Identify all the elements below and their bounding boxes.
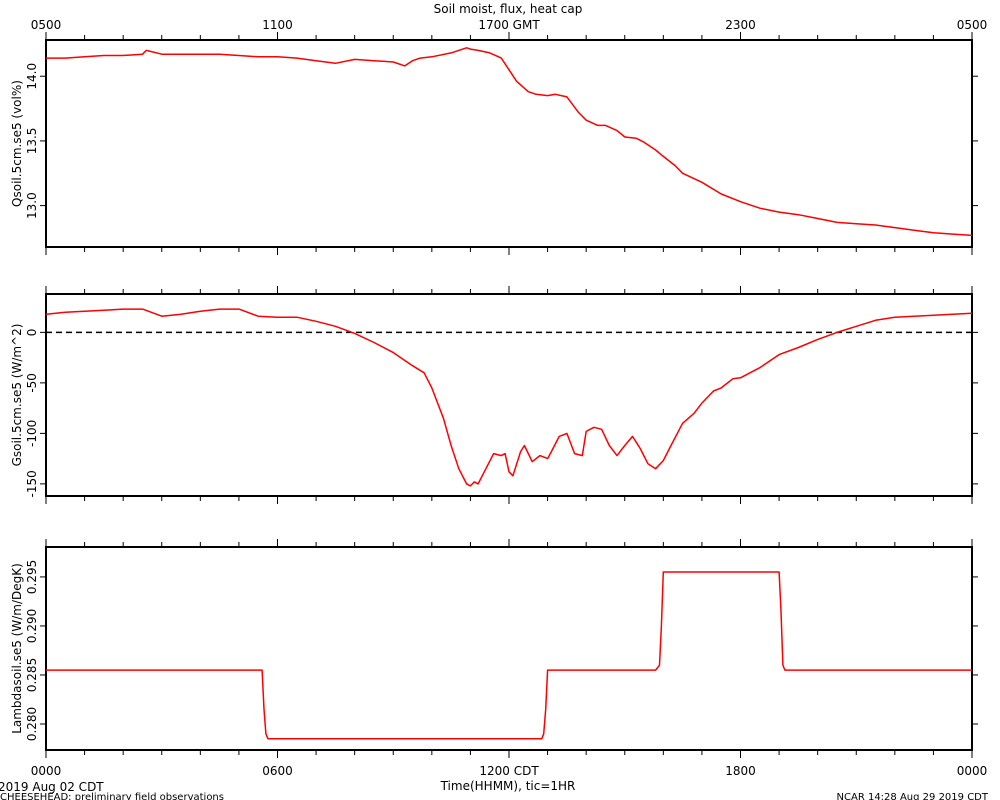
figure-title: Soil moist, flux, heat cap (434, 2, 583, 16)
top-tick-label: 0500 (31, 18, 62, 32)
plot-frame (45, 293, 973, 497)
y-tick-label: 13.5 (25, 128, 39, 155)
y-tick-label: 0.285 (25, 658, 39, 692)
bottom-tick-label: 0000 (31, 764, 62, 778)
top-tick-label: 1700 GMT (478, 18, 540, 32)
y-tick-label: -50 (25, 373, 39, 393)
top-time-axis: 0500 1100 1700 GMT 2300 0500 (31, 18, 988, 32)
bottom-tick-label: 0600 (262, 764, 293, 778)
top-tick-label: 2300 (725, 18, 756, 32)
x-axis-label: Time(HHMM), tic=1HR (440, 779, 576, 793)
y-axis-label: Lambdasoil.se5 (W/m/DegK) (10, 563, 24, 734)
bottom-tick-label: 1200 CDT (479, 764, 539, 778)
top-tick-label: 1100 (262, 18, 293, 32)
series-line (45, 308, 973, 487)
top-tick-label: 0500 (957, 18, 988, 32)
bottom-tick-label: 1800 (725, 764, 756, 778)
y-tick-label: -100 (25, 420, 39, 447)
footer-project: CHEESEHEAD: preliminary field observatio… (0, 792, 224, 800)
y-tick-label: 13.0 (25, 192, 39, 219)
y-tick-label: 0.290 (25, 609, 39, 643)
y-tick-label: 0 (25, 329, 39, 337)
series-line (46, 571, 972, 740)
plot-frame (45, 546, 973, 751)
series-line (46, 47, 973, 237)
bottom-time-axis: 0000 0600 1200 CDT 1800 0000 (31, 764, 988, 778)
footer-date: 2019 Aug 02 CDT (0, 780, 104, 794)
y-tick-label: 14.0 (25, 63, 39, 90)
y-axis-label: Qsoil.5cm.se5 (vol%) (10, 80, 24, 207)
y-tick-label: 0.280 (25, 707, 39, 741)
bottom-tick-label: 0000 (957, 764, 988, 778)
footer-credit: NCAR 14:28 Aug 29 2019 CDT (837, 792, 989, 800)
y-tick-label: -150 (25, 470, 39, 497)
y-tick-label: 0.295 (25, 560, 39, 594)
y-axis-label: Gsoil.5cm.se5 (W/m^2) (10, 324, 24, 467)
